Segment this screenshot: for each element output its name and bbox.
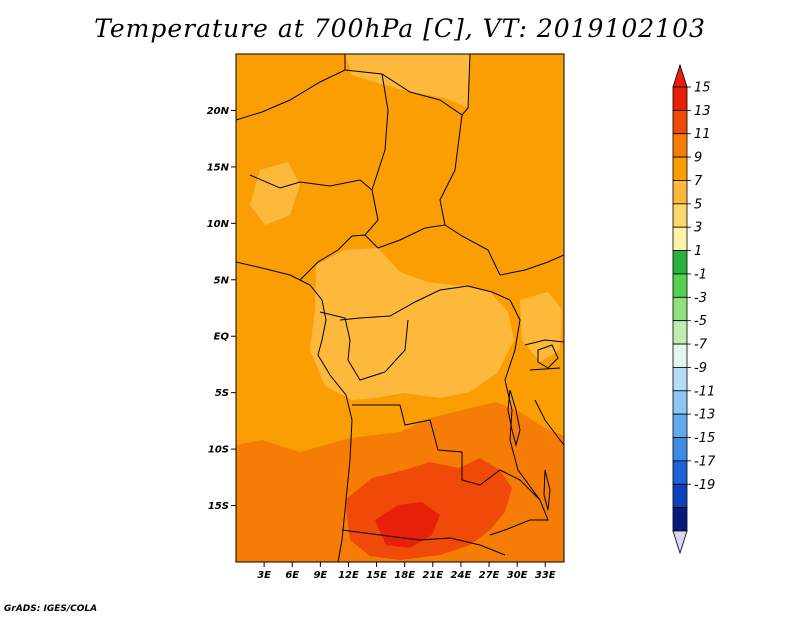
- temperature-field: [236, 54, 564, 562]
- border-drc-east: [504, 299, 541, 501]
- lake-victoria: [537, 344, 559, 369]
- lat-tick-label: 20N: [207, 106, 230, 117]
- lon-tick-label: 12E: [338, 570, 359, 581]
- longitude-axis: 3E 6E 9E 12E 15E 18E 21E 24E 27E 30E 33E: [257, 562, 556, 581]
- colorbar-label: -19: [694, 478, 715, 493]
- border-libya-chad: [344, 54, 471, 226]
- colorbar-label: 5: [694, 197, 702, 212]
- colorbar-label: 1: [694, 244, 702, 259]
- colorbar-segment: [672, 109, 688, 135]
- border-nigeria-cameroon: [299, 234, 379, 281]
- lon-tick-label: 15E: [366, 570, 387, 581]
- border-chad-car: [377, 224, 501, 276]
- colorbar-label: -5: [694, 314, 707, 329]
- colorbar-segment: [672, 413, 688, 438]
- colorbar-segment: [672, 156, 688, 181]
- colorbar-segment: [672, 250, 688, 275]
- colorbar-label: -11: [694, 384, 715, 399]
- lake-tanganyika: [507, 389, 521, 447]
- lon-tick-label: 21E: [422, 570, 443, 581]
- lon-tick-label: 9E: [313, 570, 327, 581]
- colorbar: 15 13 11 9 7 5 3 1 -1 -3 -5 -7 -9 -11 -13 -15 -17 -19: [672, 63, 716, 555]
- colorbar-label: -1: [694, 267, 707, 282]
- border-congo: [319, 311, 409, 381]
- country-borders: [236, 54, 564, 562]
- colorbar-label: -7: [694, 338, 708, 353]
- colorbar-label: 3: [694, 221, 702, 236]
- field-7-9-north: [345, 54, 470, 108]
- grads-credit: GrADS: IGES/COLA: [4, 604, 98, 614]
- lon-tick-label: 27E: [479, 570, 500, 581]
- colorbar-label: 11: [694, 127, 711, 142]
- lake-malawi: [543, 469, 551, 511]
- colorbar-label: 9: [694, 151, 702, 166]
- colorbar-segment: [672, 180, 688, 205]
- colorbar-label: 13: [694, 104, 711, 119]
- border-sudan-southsudan: [499, 254, 564, 276]
- lon-tick-label: 6E: [285, 570, 299, 581]
- colorbar-segment: [672, 86, 688, 111]
- field-7-9-west: [250, 162, 300, 225]
- lat-tick-label: 15S: [208, 501, 229, 512]
- colorbar-segment: [672, 483, 688, 509]
- border-niger-chad: [364, 73, 389, 236]
- colorbar-top-arrow: [672, 63, 688, 88]
- latitude-axis: 20N 15N 10N 5N EQ 5S 10S 15S: [207, 106, 236, 512]
- colorbar-label: 15: [694, 81, 711, 96]
- colorbar-segment: [672, 296, 688, 322]
- colorbar-segment: [672, 460, 688, 485]
- colorbar-label: -13: [694, 408, 715, 423]
- colorbar-label: 7: [694, 174, 703, 189]
- colorbar-segment: [672, 273, 688, 298]
- lat-tick-label: 5S: [215, 388, 229, 399]
- colorbar-segment: [672, 507, 688, 532]
- colorbar-segment: [672, 203, 688, 228]
- lat-tick-label: 15N: [207, 162, 230, 173]
- colorbar-label: -9: [694, 361, 707, 376]
- colorbar-segment: [672, 343, 688, 368]
- coastline-west-africa: [236, 261, 353, 562]
- lon-tick-label: 30E: [507, 570, 528, 581]
- colorbar-segment: [672, 437, 688, 462]
- border-car-drc: [339, 285, 511, 321]
- lon-tick-label: 3E: [257, 570, 271, 581]
- border-nigeria: [249, 174, 373, 191]
- border-drc-angola: [352, 404, 501, 486]
- colorbar-label: -17: [694, 454, 716, 469]
- border-zambia: [489, 469, 549, 536]
- lat-tick-label: 5N: [214, 275, 230, 286]
- colorbar-bottom-arrow: [672, 530, 688, 555]
- lon-tick-label: 33E: [535, 570, 556, 581]
- map-frame: [235, 53, 565, 563]
- colorbar-segment: [672, 320, 688, 345]
- lat-tick-label: EQ: [214, 332, 230, 343]
- lat-tick-label: 10N: [207, 219, 230, 230]
- field-7-9-east: [520, 292, 562, 362]
- field-7-9-central: [310, 248, 514, 400]
- colorbar-segment: [672, 390, 688, 415]
- chart-title: Temperature at 700hPa [C], VT: 201910210…: [94, 14, 706, 43]
- lon-tick-label: 24E: [451, 570, 472, 581]
- colorbar-segment: [672, 133, 688, 158]
- colorbar-label: -15: [694, 431, 715, 446]
- lat-tick-label: 10S: [208, 445, 229, 456]
- lon-tick-label: 18E: [394, 570, 415, 581]
- colorbar-label: -3: [694, 291, 707, 306]
- colorbar-segment: [672, 367, 688, 392]
- border-east-africa: [524, 339, 564, 446]
- colorbar-segment: [672, 226, 688, 251]
- border-angola-namibia: [341, 529, 506, 556]
